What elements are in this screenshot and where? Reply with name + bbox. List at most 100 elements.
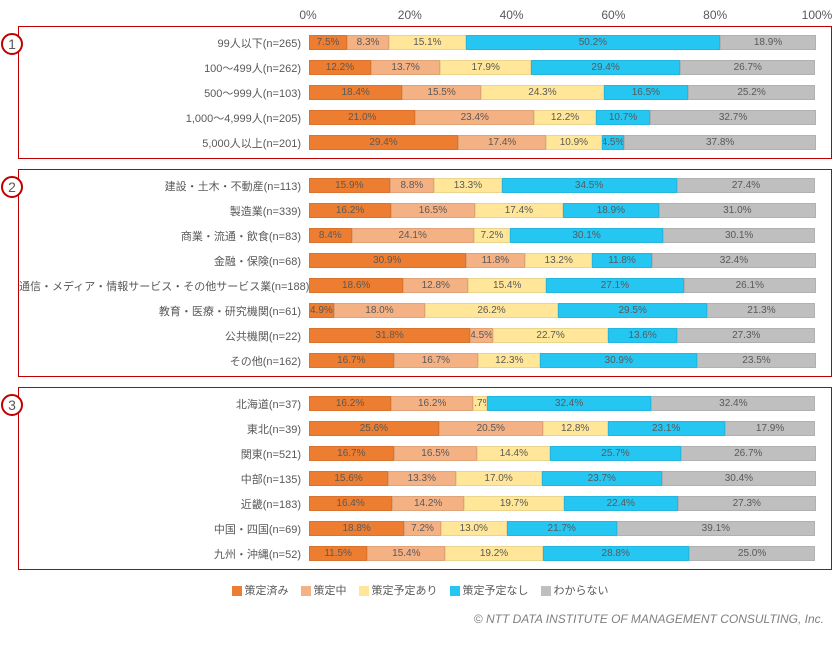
stacked-bar: 18.8%7.2%13.0%21.7%39.1% <box>309 521 816 536</box>
bar-segment: 13.0% <box>441 521 507 536</box>
row-label: 公共機関(n=22) <box>19 328 309 344</box>
bar-segment: 32.7% <box>650 110 816 125</box>
bar-segment: 12.2% <box>534 110 596 125</box>
legend-item: 策定予定あり <box>359 582 438 598</box>
bar-segment: 19.7% <box>464 496 564 511</box>
legend-swatch <box>359 586 369 596</box>
bar-segment: 18.4% <box>309 85 402 100</box>
bar-segment: 8.8% <box>390 178 435 193</box>
bar-segment: 26.1% <box>684 278 816 293</box>
legend-label: 策定中 <box>314 585 347 597</box>
bar-segment: 28.8% <box>543 546 689 561</box>
bar-segment: 25.7% <box>550 446 680 461</box>
bar-segment: 4.9% <box>309 303 334 318</box>
bar-row: 中部(n=135)15.6%13.3%17.0%23.7%30.4% <box>19 466 831 491</box>
stacked-bar: 15.9%8.8%13.3%34.5%27.4% <box>309 178 816 193</box>
bar-segment: 15.1% <box>389 35 466 50</box>
stacked-bar: 12.2%13.7%17.9%29.4%26.7% <box>309 60 816 75</box>
row-label: 商業・流通・飲食(n=83) <box>19 228 309 244</box>
bar-segment: 4.5% <box>470 328 493 343</box>
bar-segment: 16.7% <box>394 353 479 368</box>
row-label: 99人以下(n=265) <box>19 35 309 51</box>
bar-segment: 12.8% <box>403 278 468 293</box>
bar-segment: 4.5% <box>602 135 625 150</box>
row-label: 東北(n=39) <box>19 421 309 437</box>
group-marker: 1 <box>1 33 23 55</box>
stacked-bar: 16.7%16.7%12.3%30.9%23.5% <box>309 353 816 368</box>
legend-item: 策定済み <box>232 582 289 598</box>
bar-segment: 11.8% <box>592 253 652 268</box>
stacked-bar: 25.6%20.5%12.8%23.1%17.9% <box>309 421 816 436</box>
x-axis-labels: 0%20%40%60%80%100% <box>308 8 817 22</box>
stacked-bar: 18.4%15.5%24.3%16.5%25.2% <box>309 85 816 100</box>
x-tick-label: 80% <box>703 8 727 22</box>
bar-row: 1,000～4,999人(n=205)21.0%23.4%12.2%10.7%3… <box>19 105 831 130</box>
bar-segment: 18.9% <box>563 203 659 218</box>
bar-segment: 25.0% <box>689 546 816 561</box>
bar-segment: 16.4% <box>309 496 392 511</box>
bar-segment: 10.7% <box>596 110 650 125</box>
bar-segment: 34.5% <box>502 178 677 193</box>
bar-segment: 18.6% <box>309 278 403 293</box>
credit-line: © NTT DATA INSTITUTE OF MANAGEMENT CONSU… <box>8 612 824 626</box>
bar-row: 建設・土木・不動産(n=113)15.9%8.8%13.3%34.5%27.4% <box>19 173 831 198</box>
legend-label: 策定済み <box>245 585 289 597</box>
bar-segment: 26.7% <box>680 60 815 75</box>
bar-row: 通信・メディア・情報サービス・その他サービス業(n=188)18.6%12.8%… <box>19 273 831 298</box>
bar-segment: 22.4% <box>564 496 678 511</box>
bar-segment: 12.3% <box>478 353 540 368</box>
chart-area: 0%20%40%60%80%100% 199人以下(n=265)7.5%8.3%… <box>8 8 832 570</box>
group-marker: 2 <box>1 176 23 198</box>
stacked-bar: 16.2%16.5%17.4%18.9%31.0% <box>309 203 816 218</box>
bar-segment: 14.4% <box>477 446 550 461</box>
bar-row: 公共機関(n=22)31.8%4.5%22.7%13.6%27.3% <box>19 323 831 348</box>
bar-segment: 16.2% <box>391 396 473 411</box>
row-label: 教育・医療・研究機関(n=61) <box>19 303 309 319</box>
stacked-bar: 30.9%11.8%13.2%11.8%32.4% <box>309 253 816 268</box>
row-label: その他(n=162) <box>19 353 309 369</box>
bar-segment: 27.3% <box>677 328 815 343</box>
legend-swatch <box>301 586 311 596</box>
stacked-bar: 18.6%12.8%15.4%27.1%26.1% <box>309 278 816 293</box>
stacked-bar: 21.0%23.4%12.2%10.7%32.7% <box>309 110 816 125</box>
bar-segment: 37.8% <box>624 135 816 150</box>
legend-swatch <box>232 586 242 596</box>
row-label: 製造業(n=339) <box>19 203 309 219</box>
bar-segment: 10.9% <box>546 135 601 150</box>
bar-segment: 23.7% <box>542 471 662 486</box>
stacked-bar: 16.2%16.2%2.7%32.4%32.4% <box>309 396 816 411</box>
legend-item: わからない <box>541 582 609 598</box>
bar-segment: 27.3% <box>678 496 816 511</box>
bar-segment: 31.8% <box>309 328 470 343</box>
bar-segment: 23.1% <box>608 421 725 436</box>
bar-segment: 14.2% <box>392 496 464 511</box>
stacked-bar: 4.9%18.0%26.2%29.5%21.3% <box>309 303 816 318</box>
bar-segment: 15.4% <box>468 278 546 293</box>
bar-segment: 24.3% <box>481 85 604 100</box>
row-label: 建設・土木・不動産(n=113) <box>19 178 309 194</box>
bar-row: 教育・医療・研究機関(n=61)4.9%18.0%26.2%29.5%21.3% <box>19 298 831 323</box>
legend-item: 策定予定なし <box>450 582 529 598</box>
bar-segment: 18.0% <box>334 303 425 318</box>
x-tick-label: 100% <box>802 8 833 22</box>
bar-segment: 25.6% <box>309 421 439 436</box>
bar-segment: 7.2% <box>404 521 441 536</box>
stacked-bar: 11.5%15.4%19.2%28.8%25.0% <box>309 546 816 561</box>
bar-segment: 29.4% <box>531 60 680 75</box>
bar-segment: 16.7% <box>309 353 394 368</box>
bar-segment: 18.8% <box>309 521 404 536</box>
bar-segment: 30.9% <box>540 353 697 368</box>
bar-segment: 21.7% <box>507 521 617 536</box>
bar-segment: 7.5% <box>309 35 347 50</box>
x-tick-label: 60% <box>601 8 625 22</box>
legend-label: 策定予定なし <box>463 585 529 597</box>
stacked-bar: 31.8%4.5%22.7%13.6%27.3% <box>309 328 816 343</box>
legend-label: 策定予定あり <box>372 585 438 597</box>
bar-segment: 23.5% <box>697 353 816 368</box>
stacked-bar: 16.4%14.2%19.7%22.4%27.3% <box>309 496 816 511</box>
bar-segment: 18.9% <box>720 35 816 50</box>
bar-segment: 29.5% <box>558 303 708 318</box>
bar-segment: 26.2% <box>425 303 558 318</box>
bar-segment: 30.1% <box>663 228 816 243</box>
bar-segment: 11.8% <box>466 253 526 268</box>
